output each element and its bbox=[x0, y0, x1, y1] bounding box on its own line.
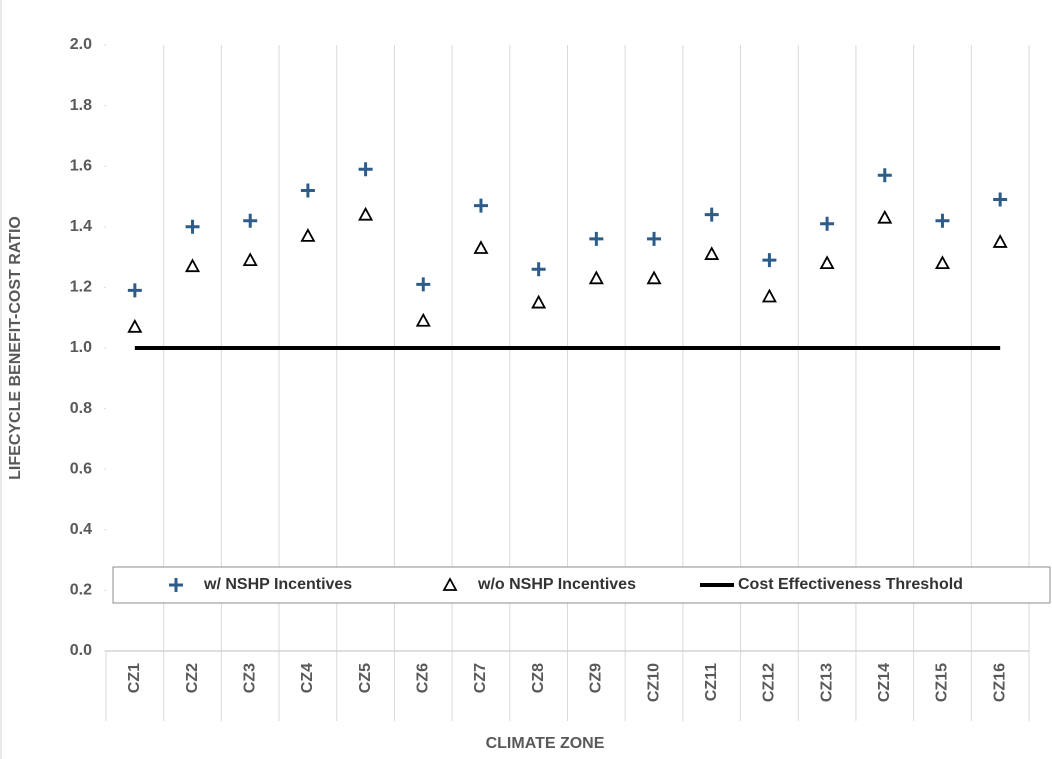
y-tick-label: 1.2 bbox=[70, 279, 92, 296]
triangle-marker bbox=[300, 228, 316, 242]
legend-label: w/ NSHP Incentives bbox=[203, 576, 352, 593]
legend-marker bbox=[442, 577, 458, 591]
x-axis-title: CLIMATE ZONE bbox=[486, 735, 605, 752]
triangle-marker bbox=[127, 318, 143, 333]
legend-marker bbox=[169, 578, 183, 592]
triangle-marker bbox=[415, 312, 431, 327]
plus-marker bbox=[993, 192, 1008, 207]
x-tick-label: CZ16 bbox=[991, 663, 1008, 702]
triangle-marker bbox=[242, 252, 258, 267]
plus-marker bbox=[762, 253, 777, 268]
triangle-marker bbox=[934, 255, 950, 270]
x-tick-label: CZ11 bbox=[703, 663, 720, 701]
plus-marker bbox=[416, 277, 431, 292]
x-tick-label: CZ7 bbox=[472, 663, 489, 693]
legend-label: w/o NSHP Incentives bbox=[477, 576, 636, 593]
plus-marker bbox=[704, 207, 719, 222]
plus-marker bbox=[300, 183, 315, 198]
x-tick-label: CZ3 bbox=[241, 663, 258, 693]
plus-marker bbox=[243, 213, 258, 228]
legend-label: Cost Effectiveness Threshold bbox=[738, 576, 963, 593]
triangle-marker bbox=[992, 234, 1008, 248]
plus-marker bbox=[127, 283, 142, 298]
plus-marker bbox=[589, 231, 604, 246]
x-tick-label: CZ4 bbox=[299, 663, 316, 693]
plus-marker bbox=[531, 262, 546, 277]
triangle-marker bbox=[531, 294, 547, 309]
plus-marker bbox=[935, 213, 950, 228]
x-tick-label: CZ8 bbox=[530, 663, 547, 693]
triangle-marker bbox=[646, 270, 662, 285]
y-tick-label: 0.4 bbox=[70, 521, 92, 538]
x-tick-label: CZ15 bbox=[934, 663, 951, 702]
y-tick-label: 0.2 bbox=[70, 582, 92, 599]
plus-marker bbox=[877, 168, 892, 183]
y-tick-label: 1.6 bbox=[70, 157, 92, 174]
x-tick-label: CZ1 bbox=[126, 663, 143, 693]
triangle-marker bbox=[473, 240, 489, 254]
x-tick-label: CZ14 bbox=[876, 663, 893, 702]
y-tick-label: 0.0 bbox=[70, 642, 92, 659]
triangle-marker bbox=[819, 255, 835, 270]
x-tick-label: CZ13 bbox=[818, 663, 835, 702]
y-tick-label: 1.8 bbox=[70, 97, 92, 114]
x-tick-label: CZ12 bbox=[761, 663, 778, 702]
triangle-marker bbox=[704, 246, 720, 260]
triangle-marker bbox=[761, 288, 777, 303]
triangle-marker bbox=[358, 206, 374, 221]
x-tick-label: CZ5 bbox=[357, 663, 374, 693]
legend-box bbox=[112, 566, 1051, 604]
x-tick-label: CZ2 bbox=[184, 663, 201, 693]
y-tick-label: 1.4 bbox=[70, 218, 92, 235]
x-tick-label: CZ10 bbox=[645, 663, 662, 702]
plus-marker bbox=[473, 198, 488, 213]
triangle-marker bbox=[185, 258, 201, 273]
y-axis-title: LIFECYCLE BENEFIT-COST RATIO bbox=[7, 216, 24, 480]
y-tick-label: 0.6 bbox=[70, 460, 92, 477]
triangle-marker bbox=[877, 209, 893, 224]
y-tick-label: 1.0 bbox=[70, 339, 92, 356]
plus-marker bbox=[820, 216, 835, 231]
plus-marker bbox=[358, 162, 373, 177]
plus-marker bbox=[185, 219, 200, 234]
y-tick-label: 2.0 bbox=[70, 36, 92, 53]
plus-marker bbox=[647, 231, 662, 246]
y-tick-label: 0.8 bbox=[70, 400, 92, 417]
triangle-marker bbox=[588, 270, 604, 285]
x-tick-label: CZ6 bbox=[415, 663, 432, 693]
x-tick-label: CZ9 bbox=[588, 663, 605, 693]
